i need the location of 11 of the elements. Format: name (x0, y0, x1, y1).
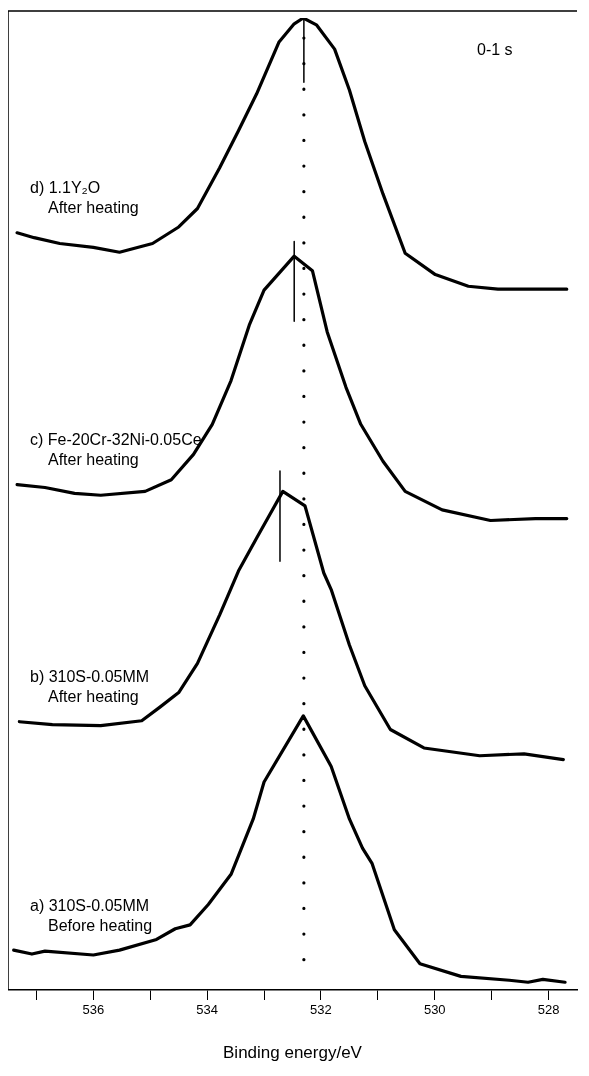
series-label: d) 1.1Y₂O After heating (30, 179, 139, 217)
series-label: b) 310S-0.05MM After heating (30, 668, 150, 706)
x-tick-label: 534 (196, 1002, 218, 1018)
annotation: 0-1 s (477, 41, 513, 59)
x-tick-label: 536 (82, 1002, 105, 1018)
x-tick-label: 528 (537, 1002, 560, 1018)
x-tick-label: 532 (310, 1002, 332, 1018)
x-tick-label: 530 (423, 1002, 446, 1018)
series-label: c) Fe-20Cr-32Ni-0.05Ce After heating (30, 430, 202, 468)
x-axis-title: Binding energy/eV (223, 1043, 363, 1063)
series-label: a) 310S-0.05MM Before heating (30, 896, 153, 934)
